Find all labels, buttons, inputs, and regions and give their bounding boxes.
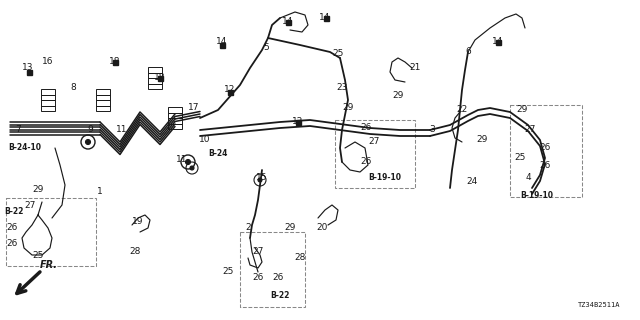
- Text: 29: 29: [342, 103, 354, 113]
- Text: 2: 2: [245, 223, 251, 233]
- Circle shape: [86, 140, 90, 145]
- Text: 27: 27: [252, 247, 264, 257]
- Bar: [335, 120, 415, 188]
- Text: 29: 29: [516, 106, 528, 115]
- Bar: [495, 39, 500, 44]
- Text: 28: 28: [129, 247, 141, 257]
- Text: 25: 25: [332, 50, 344, 59]
- Text: 19: 19: [132, 218, 144, 227]
- Text: 26: 26: [6, 239, 18, 249]
- Text: 20: 20: [316, 223, 328, 233]
- Text: 25: 25: [222, 268, 234, 276]
- Text: B-22: B-22: [4, 207, 24, 217]
- Text: FR.: FR.: [40, 260, 58, 270]
- Text: 12: 12: [292, 117, 304, 126]
- Bar: [227, 90, 232, 94]
- Text: B-19-10: B-19-10: [368, 173, 401, 182]
- Circle shape: [190, 166, 194, 170]
- Text: 12: 12: [224, 85, 236, 94]
- Text: 8: 8: [70, 84, 76, 92]
- Text: B-19-10: B-19-10: [520, 191, 553, 201]
- Circle shape: [186, 159, 191, 164]
- Text: 23: 23: [336, 84, 348, 92]
- Text: 26: 26: [360, 157, 372, 166]
- Text: 15: 15: [256, 173, 268, 182]
- Text: 16: 16: [42, 58, 54, 67]
- Text: 26: 26: [360, 124, 372, 132]
- Text: 13: 13: [22, 63, 34, 73]
- Text: 1: 1: [97, 188, 103, 196]
- Bar: [285, 20, 291, 25]
- Text: 27: 27: [24, 201, 36, 210]
- Text: 21: 21: [410, 63, 420, 73]
- Text: 11: 11: [176, 156, 188, 164]
- Text: 14: 14: [216, 37, 228, 46]
- Bar: [26, 69, 31, 75]
- Bar: [296, 119, 301, 124]
- Text: B-22: B-22: [270, 292, 289, 300]
- Text: 11: 11: [116, 125, 128, 134]
- Text: B-24: B-24: [208, 149, 227, 158]
- Text: 22: 22: [456, 106, 468, 115]
- Text: 5: 5: [263, 44, 269, 52]
- Bar: [113, 60, 118, 65]
- Text: 10: 10: [199, 135, 211, 145]
- Text: 29: 29: [392, 91, 404, 100]
- Text: 7: 7: [15, 125, 21, 134]
- Text: 4: 4: [525, 173, 531, 182]
- Text: B-24-10: B-24-10: [8, 143, 41, 153]
- Text: 9: 9: [87, 125, 93, 134]
- Text: 29: 29: [284, 223, 296, 233]
- Text: 29: 29: [32, 186, 44, 195]
- Bar: [157, 76, 163, 81]
- Text: 26: 26: [540, 143, 550, 153]
- Text: 3: 3: [429, 125, 435, 134]
- Text: 6: 6: [465, 47, 471, 57]
- Text: 26: 26: [6, 223, 18, 233]
- Bar: [6, 198, 96, 266]
- Bar: [510, 105, 582, 197]
- Text: 29: 29: [476, 135, 488, 145]
- Text: 25: 25: [515, 154, 525, 163]
- Text: 26: 26: [540, 162, 550, 171]
- Text: 14: 14: [319, 13, 331, 22]
- Text: 14: 14: [492, 37, 504, 46]
- Text: 25: 25: [32, 252, 44, 260]
- Text: 17: 17: [188, 103, 200, 113]
- Text: 18: 18: [154, 74, 166, 83]
- Text: 18: 18: [109, 58, 121, 67]
- Text: TZ34B2511A: TZ34B2511A: [577, 302, 620, 308]
- Text: 27: 27: [524, 125, 536, 134]
- Text: 24: 24: [467, 178, 477, 187]
- Bar: [323, 15, 328, 20]
- Text: 14: 14: [282, 18, 294, 27]
- Text: 26: 26: [252, 274, 264, 283]
- Text: 28: 28: [294, 253, 306, 262]
- Bar: [240, 232, 305, 307]
- Circle shape: [258, 178, 262, 182]
- Bar: [220, 43, 225, 47]
- Text: 26: 26: [272, 274, 284, 283]
- Text: 27: 27: [368, 138, 380, 147]
